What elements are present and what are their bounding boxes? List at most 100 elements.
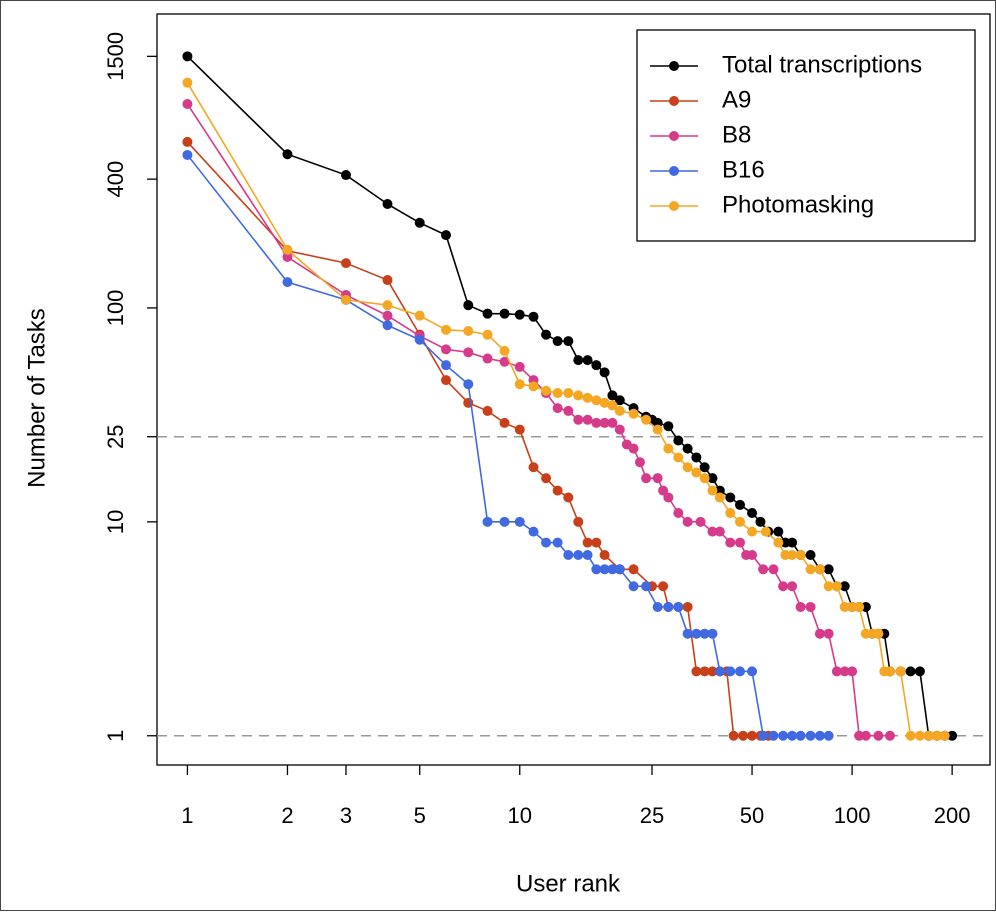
data-point (528, 311, 539, 322)
data-point (914, 666, 925, 677)
data-point (563, 405, 574, 416)
data-point (787, 537, 798, 548)
data-point (541, 385, 552, 396)
legend-label: B16 (722, 156, 765, 183)
legend-label: A9 (722, 86, 751, 113)
data-point (831, 666, 842, 677)
data-point (699, 473, 710, 484)
data-point (573, 414, 584, 425)
data-point (599, 564, 610, 575)
data-point (514, 379, 525, 390)
x-tick-label: 100 (834, 803, 871, 828)
x-axis-label: User rank (516, 870, 621, 897)
data-point (528, 526, 539, 537)
data-point (541, 537, 552, 548)
data-point (607, 417, 618, 428)
data-point (728, 730, 739, 741)
legend-marker (669, 166, 679, 176)
data-point (795, 549, 806, 560)
data-point (582, 414, 593, 425)
data-point (787, 581, 798, 592)
data-point (382, 199, 393, 210)
data-point (773, 526, 784, 537)
plot-box (156, 13, 991, 766)
y-tick-label: 25 (103, 424, 128, 448)
data-point (514, 361, 525, 372)
x-tick-label: 25 (640, 803, 664, 828)
data-point (725, 507, 736, 518)
data-point (673, 601, 684, 612)
data-point (599, 417, 610, 428)
data-point (682, 601, 693, 612)
data-point (699, 462, 710, 473)
data-point (382, 320, 393, 331)
data-point (735, 537, 746, 548)
legend-marker (669, 201, 679, 211)
data-point (582, 537, 593, 548)
data-point (663, 443, 674, 454)
data-point (499, 345, 510, 356)
data-point (714, 666, 725, 677)
data-point (499, 308, 510, 319)
data-point (747, 526, 758, 537)
data-point (691, 452, 702, 463)
x-tick-label: 5 (414, 803, 426, 828)
data-point (805, 730, 816, 741)
data-point (591, 395, 602, 406)
y-tick-label: 10 (103, 510, 128, 534)
y-tick-label: 400 (103, 161, 128, 198)
data-point (663, 492, 674, 503)
data-point (628, 564, 639, 575)
data-point (914, 730, 925, 741)
data-point (414, 310, 425, 321)
data-point (607, 564, 618, 575)
data-point (714, 492, 725, 503)
data-point (758, 730, 769, 741)
data-point (282, 252, 293, 263)
data-point (552, 388, 563, 399)
data-point (541, 473, 552, 484)
data-point (182, 99, 193, 110)
data-point (641, 473, 652, 484)
data-point (482, 329, 493, 340)
data-point (905, 730, 916, 741)
data-point (340, 258, 351, 269)
data-point (573, 516, 584, 527)
data-point (699, 666, 710, 677)
legend-marker (669, 61, 679, 71)
data-point (947, 730, 958, 741)
legend-label: B8 (722, 121, 751, 148)
y-tick-label: 1 (103, 730, 128, 742)
data-point (682, 628, 693, 639)
legend-label: Photomasking (722, 191, 874, 218)
data-point (552, 403, 563, 414)
data-point (854, 601, 865, 612)
data-point (463, 300, 474, 311)
data-point (652, 424, 663, 435)
data-point (707, 526, 718, 537)
data-point (628, 443, 639, 454)
data-point (441, 324, 452, 335)
data-point (778, 581, 789, 592)
data-point (282, 277, 293, 288)
data-point (735, 666, 746, 677)
data-point (939, 730, 950, 741)
data-point (414, 334, 425, 345)
y-axis-label: Number of Tasks (23, 308, 50, 488)
data-point (614, 564, 625, 575)
data-point (839, 581, 850, 592)
data-point (691, 628, 702, 639)
data-point (482, 308, 493, 319)
data-point (652, 601, 663, 612)
x-tick-label: 1 (181, 803, 193, 828)
data-point (758, 564, 769, 575)
data-point (607, 390, 618, 401)
data-point (773, 537, 784, 548)
data-point (760, 526, 771, 537)
x-tick-label: 50 (740, 803, 764, 828)
data-point (607, 400, 618, 411)
data-point (641, 414, 652, 425)
data-point (873, 730, 884, 741)
data-point (814, 628, 825, 639)
data-point (847, 666, 858, 677)
